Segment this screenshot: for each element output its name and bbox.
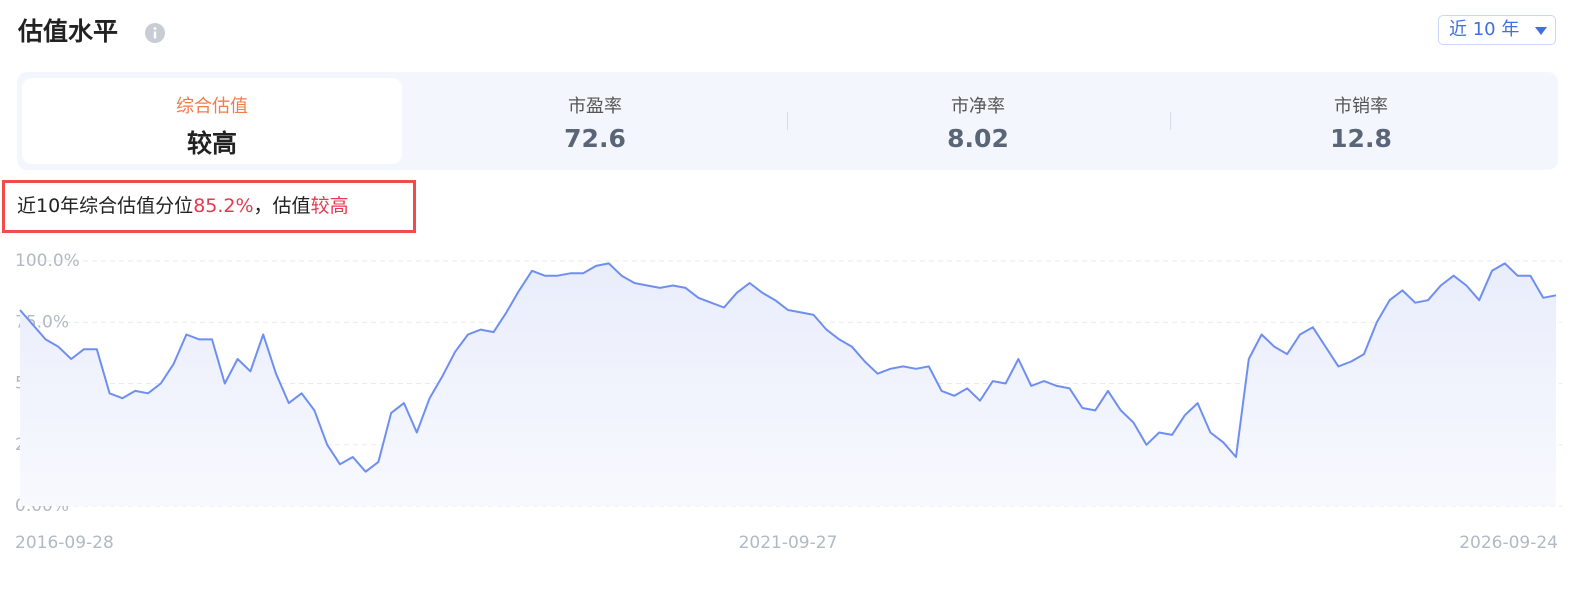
x-tick-label: 2021-09-27: [739, 533, 838, 553]
line: [19, 262, 1557, 473]
tab-value: 72.6: [564, 124, 626, 153]
summary-level: 较高: [310, 195, 349, 217]
tab-value: 8.02: [947, 124, 1009, 153]
tab-value: 12.8: [1330, 124, 1392, 153]
page-title: 估值水平: [18, 17, 119, 46]
divider: [787, 112, 788, 130]
tab[interactable]: 市盈率 72.6: [405, 78, 785, 164]
divider: [1170, 112, 1171, 130]
tab[interactable]: 市净率 8.02: [788, 78, 1168, 164]
summary: 近10年综合估值分位85.2%，估值较高: [2, 180, 416, 233]
tab-label: 综合估值: [176, 96, 248, 117]
period-dropdown[interactable]: 近 10 年: [1438, 15, 1556, 45]
x-tick-label: 2016-09-28: [15, 533, 114, 553]
tab[interactable]: 综合估值 较高: [22, 78, 402, 164]
summary-text: ，估值: [253, 195, 311, 217]
tab-label: 市盈率: [568, 96, 622, 117]
tab[interactable]: 市销率 12.8: [1171, 78, 1551, 164]
tab-bar: 综合估值较高 市盈率 72.6 市净率 8.02 市销率 12.8: [17, 72, 1558, 170]
x-tick-label: 2026-09-24: [1459, 533, 1558, 553]
y-tick-label: 100.0%: [15, 251, 80, 271]
dropdown-arrow: [1535, 27, 1547, 35]
tab-label: 市净率: [951, 96, 1005, 117]
info-icon[interactable]: [145, 23, 165, 43]
area-fill: [20, 263, 1556, 506]
summary-text: 近10年综合估值分位: [17, 195, 194, 217]
tab-value: 较高: [186, 129, 237, 158]
tab-label: 市销率: [1334, 96, 1388, 117]
period-label: 近 10 年: [1449, 19, 1520, 40]
chart: 0.00%25.0%50.0%75.0%100.0%2016-09-282021…: [15, 251, 1562, 553]
summary-percentile: 85.2%: [193, 195, 254, 217]
